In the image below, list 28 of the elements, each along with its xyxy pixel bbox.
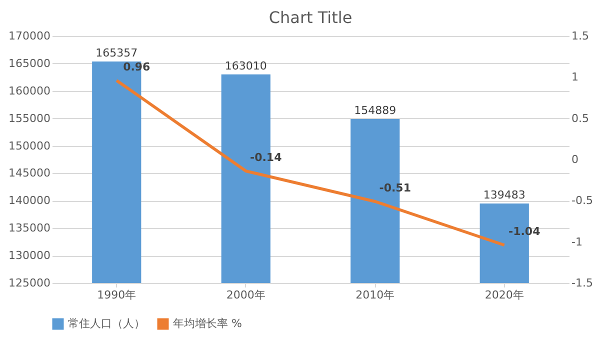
y2-tick-label: 0.5 <box>572 112 589 125</box>
y-tick-label: 150000 <box>8 139 50 152</box>
data-label: 165357 <box>96 46 138 60</box>
y-tick-label: 170000 <box>8 30 50 42</box>
y-tick-label: 140000 <box>8 194 50 208</box>
y-tick-label: 130000 <box>8 249 50 262</box>
data-label: 163010 <box>224 59 267 72</box>
data-label: 139483 <box>483 188 526 202</box>
y-tick-label: 125000 <box>8 276 50 290</box>
y-tick-label: 165000 <box>8 56 50 70</box>
y-tick-label: 145000 <box>8 166 50 180</box>
y-tick-label: 135000 <box>8 222 50 235</box>
y2-tick-label: 1.5 <box>572 30 589 42</box>
y-tick-label: 155000 <box>8 112 50 125</box>
y-tick-label: 160000 <box>8 84 50 98</box>
y2-tick-label: -1.5 <box>572 276 593 290</box>
x-tick-label: 1990年 <box>97 288 136 302</box>
legend-label: 年均增长率 % <box>173 317 242 330</box>
y2-tick-label: -0.5 <box>572 194 593 208</box>
y2-tick-label: 1 <box>572 70 578 84</box>
y2-tick-label: 0 <box>572 153 578 166</box>
y2-tick-label: -1 <box>572 235 582 248</box>
x-tick-label: 2010年 <box>356 288 395 302</box>
legend-label: 常住人口（人） <box>68 317 145 330</box>
data-label: 154889 <box>354 104 396 117</box>
x-tick-label: 2020年 <box>484 288 524 302</box>
chart-title: Chart Title <box>268 8 352 27</box>
x-tick-label: 2000年 <box>226 288 266 302</box>
